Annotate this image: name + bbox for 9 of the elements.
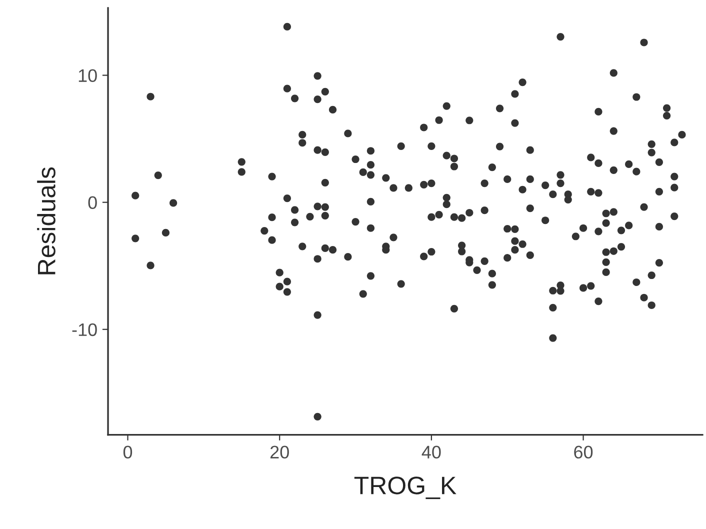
y-tick-label: 0	[88, 196, 97, 210]
x-tick-label: 60	[574, 446, 593, 459]
y-axis-title: Residuals	[37, 167, 56, 274]
x-tick-label: 0	[123, 446, 132, 459]
x-tick-label: 40	[422, 446, 441, 459]
y-tick-label: 10	[78, 69, 97, 82]
x-axis-title: TROG_K	[354, 476, 456, 500]
y-tick-label: -10	[72, 323, 97, 336]
x-tick-label: 20	[270, 446, 289, 459]
